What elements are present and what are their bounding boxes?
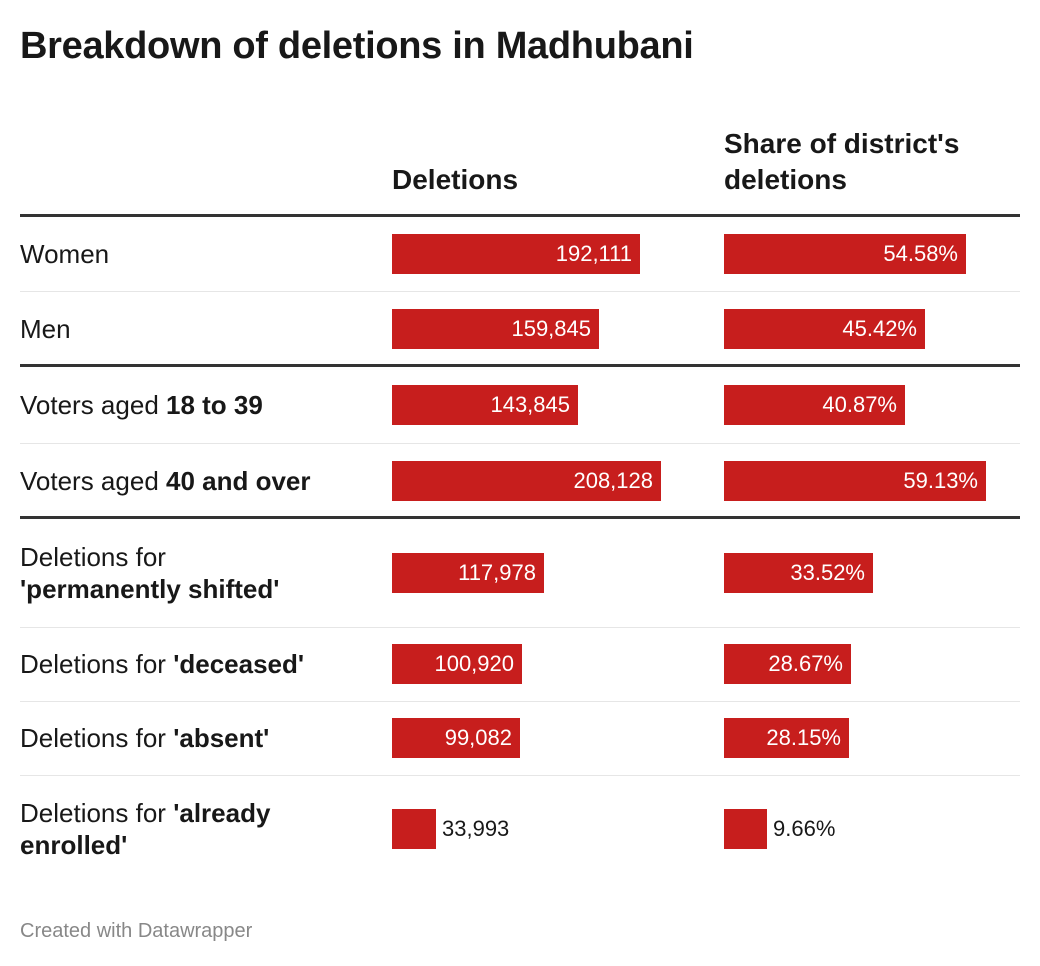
table-row: Women 192,111 54.58%	[20, 216, 1020, 292]
row-label: Men	[20, 313, 380, 345]
deletions-bar	[392, 809, 436, 849]
deletions-value-label: 33,993	[442, 816, 510, 841]
share-value-label: 45.42%	[842, 315, 917, 341]
row-label-emphasis: 40 and over	[166, 466, 311, 496]
row-label-text: Deletions for	[20, 542, 166, 572]
share-value-label: 33.52%	[790, 560, 865, 585]
table-row: Deletions for 'already enrolled' 33,993 9.…	[20, 775, 1020, 883]
row-label-emphasis: 'already enrolled'	[20, 798, 271, 860]
column-header-share: Share of district's deletions	[724, 128, 960, 195]
deletions-value-label: 100,920	[434, 651, 514, 676]
row-label-text: Deletions for	[20, 798, 174, 828]
column-header-deletions: Deletions	[392, 164, 519, 195]
deletions-value-label: 143,845	[490, 392, 570, 417]
group-divider-3	[20, 516, 1020, 519]
share-value-label: 28.15%	[766, 725, 841, 750]
deletions-value-label: 99,082	[444, 725, 512, 750]
share-value-label: 40.87%	[822, 392, 897, 417]
deletions-value-label: 159,845	[511, 315, 591, 341]
deletions-value-label: 117,978	[458, 560, 536, 585]
share-bar	[724, 461, 986, 501]
row-label: Deletions for 'permanently shifted'	[20, 541, 320, 605]
table-row: Men 159,845 45.42%	[20, 291, 1020, 366]
deletions-bar	[392, 385, 578, 425]
share-bar	[724, 644, 851, 684]
share-value-label: 9.66%	[773, 816, 836, 841]
row-label: Deletions for 'already enrolled'	[20, 797, 310, 861]
share-bar	[724, 718, 849, 758]
share-value-label: 54.58%	[883, 240, 958, 266]
table-row: Deletions for 'deceased' 100,920 28.67%	[20, 627, 1020, 702]
row-label-text: Voters aged	[20, 466, 166, 496]
row-label: Voters aged 18 to 39	[20, 389, 380, 421]
row-label-emphasis: 'permanently shifted'	[20, 574, 280, 604]
row-label: Voters aged 40 and over	[20, 465, 380, 497]
share-bar	[724, 809, 767, 849]
group-divider-1	[20, 214, 1020, 217]
row-label: Deletions for 'absent'	[20, 722, 380, 754]
row-label-text: Women	[20, 238, 110, 269]
row-label: Deletions for 'deceased'	[20, 648, 380, 680]
table-row: Deletions for 'permanently shifted' 117,9…	[20, 519, 1020, 628]
row-label-text: Deletions for	[20, 723, 174, 753]
row-label-emphasis: 18 to 39	[166, 390, 263, 420]
share-bar	[724, 233, 966, 274]
row-label: Women	[20, 238, 380, 270]
footer-credit[interactable]: Created with Datawrapper	[20, 920, 253, 942]
share-bar	[724, 553, 873, 593]
share-bar	[724, 385, 905, 425]
deletions-bar	[392, 233, 640, 274]
deletions-bar	[392, 553, 544, 593]
table-row: Voters aged 18 to 39 143,845 40.87%	[20, 367, 1020, 444]
chart-title: Breakdown of deletions in Madhubani	[20, 25, 694, 67]
deletions-value-label: 192,111	[555, 240, 632, 266]
row-label-emphasis: 'deceased'	[173, 649, 305, 679]
row-label-text: Voters aged	[20, 390, 166, 420]
share-bar	[724, 308, 925, 349]
share-value-label: 28.67%	[768, 651, 843, 676]
deletions-bar	[392, 718, 520, 758]
group-divider-2	[20, 364, 1020, 367]
deletions-bar	[392, 308, 599, 349]
row-label-text: Deletions for	[20, 649, 174, 679]
share-value-label: 59.13%	[903, 468, 978, 493]
table-row: Voters aged 40 and over 208,128 59.13%	[20, 443, 1020, 519]
deletions-bar	[392, 461, 661, 501]
row-label-text: Men	[20, 313, 71, 344]
deletions-value-label: 208,128	[573, 468, 653, 493]
row-label-emphasis: 'absent'	[173, 723, 270, 753]
deletions-bar	[392, 644, 522, 684]
table-row: Deletions for 'absent' 99,082 28.15%	[20, 701, 1020, 776]
